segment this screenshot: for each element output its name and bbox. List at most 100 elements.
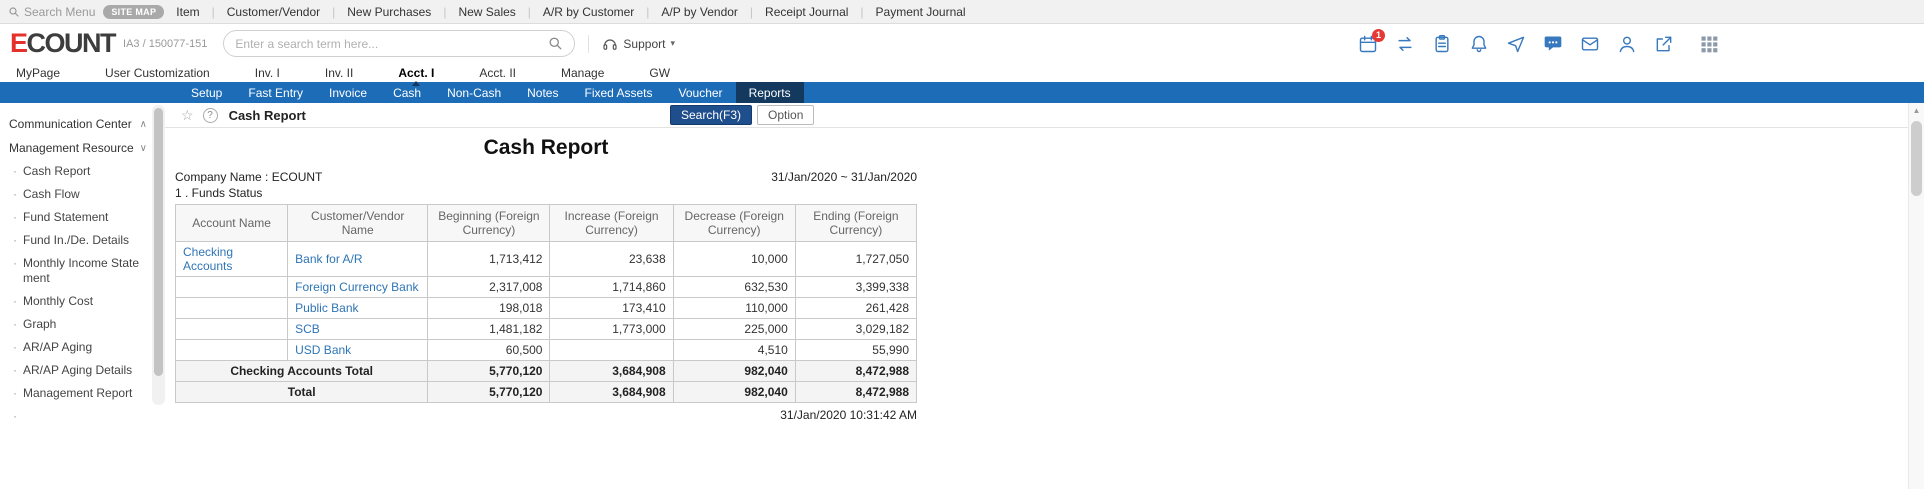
total-amount-cell: 3,684,908 [549, 381, 674, 403]
menu-separator: | [749, 4, 754, 19]
subnav-voucher[interactable]: Voucher [678, 85, 723, 100]
tab-inv-ii[interactable]: Inv. II [324, 65, 354, 80]
vendor-link[interactable]: Bank for A/R [295, 252, 363, 266]
calendar-icon[interactable]: 1 [1358, 28, 1385, 54]
amount-cell: 60,500 [427, 339, 551, 361]
sidebar-item-label: Management Report [23, 386, 133, 400]
tab-acct-ii[interactable]: Acct. II [479, 65, 517, 80]
tab-gw[interactable]: GW [649, 65, 671, 80]
bell-icon[interactable] [1469, 34, 1489, 54]
page-scrollbar-thumb[interactable] [1911, 121, 1922, 196]
total-label-cell: Total [174, 381, 429, 403]
page-body: Communication Center ∧ Management Resource… [0, 103, 1924, 489]
topbar-item-receipt-journal[interactable]: Receipt Journal [765, 4, 849, 19]
tab-inv-i[interactable]: Inv. I [254, 65, 280, 80]
sidebar-item-label: Fund In./De. Details [23, 233, 130, 247]
amount-cell: 632,530 [672, 276, 796, 298]
column-header: Account Name [174, 204, 289, 242]
funds-status-label: 1 . Funds Status [175, 186, 263, 200]
page-scrollbar[interactable]: ▲ [1908, 103, 1924, 489]
topbar-item-customer-vendor[interactable]: Customer/Vendor [226, 4, 321, 19]
global-search-box[interactable] [223, 30, 576, 57]
topbar-item-item[interactable]: Item [176, 4, 200, 19]
topbar-item-a-r-by-customer[interactable]: A/R by Customer [542, 4, 635, 19]
ecount-logo[interactable]: ECOUNT [10, 28, 117, 58]
support-menu[interactable]: Support ▾ [602, 36, 675, 52]
sidebar-section-communication-center[interactable]: Communication Center ∧ [0, 112, 165, 136]
sidebar-item-graph[interactable]: · Graph [0, 313, 165, 336]
sidebar: Communication Center ∧ Management Resource… [0, 103, 165, 489]
sidebar-item-partial[interactable]: · [0, 405, 165, 428]
sidebar-scrollbar-thumb[interactable] [154, 108, 163, 376]
report-timestamp: 31/Jan/2020 10:31:42 AM [780, 408, 917, 422]
vendor-link[interactable]: Foreign Currency Bank [295, 280, 419, 294]
search-menu-button[interactable]: Search Menu [8, 5, 95, 19]
subnav-invoice[interactable]: Invoice [329, 85, 368, 100]
sidebar-section-management-resource[interactable]: Management Resource ∨ [0, 136, 165, 160]
user-icon[interactable] [1617, 34, 1637, 54]
amount-cell: 3,399,338 [794, 276, 918, 298]
sidebar-item-ar-ap-aging-details[interactable]: · AR/AP Aging Details [0, 359, 165, 382]
subnav-setup[interactable]: Setup [191, 85, 223, 100]
favorite-star-icon[interactable]: ☆ [181, 106, 194, 123]
search-f3-button[interactable]: Search(F3) [670, 105, 753, 125]
option-button[interactable]: Option [757, 105, 815, 125]
logo-letter-e: E [10, 28, 28, 58]
sidebar-item-monthly-cost[interactable]: · Monthly Cost [0, 290, 165, 313]
amount-cell: 261,428 [794, 297, 918, 319]
sidebar-item-management-report[interactable]: · Management Report [0, 382, 165, 405]
chevron-down-icon: ▾ [670, 38, 675, 48]
sidebar-item-monthly-income-statement[interactable]: · Monthly Income Statement [0, 252, 165, 290]
amount-cell: 225,000 [672, 318, 796, 340]
chat-bubble-icon[interactable] [1543, 34, 1563, 54]
apps-grid-icon[interactable] [1699, 34, 1719, 54]
tab-user-customization[interactable]: User Customization [105, 65, 210, 80]
total-amount-cell: 8,472,988 [794, 360, 918, 382]
amount-cell: 1,773,000 [549, 318, 674, 340]
sidebar-item-ar-ap-aging[interactable]: · AR/AP Aging [0, 336, 165, 359]
subnav-fast-entry[interactable]: Fast Entry [248, 85, 304, 100]
subnav-cash[interactable]: Cash [393, 85, 422, 100]
report-title: Cash Report [483, 136, 609, 159]
menu-separator: | [527, 4, 531, 19]
vendor-link[interactable]: USD Bank [295, 343, 352, 357]
search-input[interactable] [235, 36, 549, 51]
table-row: Public Bank 198,018 173,410 110,000 261,428 [174, 297, 918, 319]
subnav-notes[interactable]: Notes [527, 85, 559, 100]
mail-icon[interactable] [1580, 34, 1600, 54]
paper-plane-icon[interactable] [1506, 34, 1526, 54]
tab-mypage[interactable]: MyPage [16, 65, 61, 80]
column-header: Beginning (Foreign Currency) [427, 204, 551, 242]
subnav-reports[interactable]: Reports [735, 82, 804, 103]
report-table-body: Checking Accounts Bank for A/R 1,713,412 23… [174, 241, 918, 403]
topbar-item-payment-journal[interactable]: Payment Journal [875, 4, 966, 19]
sidebar-item-label: Monthly Cost [23, 294, 94, 308]
tab-acct-i[interactable]: Acct. I [398, 65, 435, 80]
sync-arrows-icon[interactable] [1395, 34, 1415, 54]
sidebar-item-fund-in-de-details[interactable]: · Fund In./De. Details [0, 229, 165, 252]
scroll-up-arrow[interactable]: ▲ [1912, 106, 1921, 115]
clipboard-icon[interactable] [1432, 34, 1452, 54]
sidebar-item-label: Cash Report [23, 164, 91, 178]
share-icon[interactable] [1654, 34, 1674, 54]
table-total-row: Checking Accounts Total 5,770,120 3,684,90… [174, 360, 918, 382]
subnav-fixed-assets[interactable]: Fixed Assets [584, 85, 653, 100]
sidebar-item-fund-statement[interactable]: · Fund Statement [0, 206, 165, 229]
sidebar-item-cash-report[interactable]: · Cash Report [0, 160, 165, 183]
subnav-non-cash[interactable]: Non-Cash [447, 85, 502, 100]
site-map-button[interactable]: SITE MAP [103, 4, 165, 19]
topbar-item-a-p-by-vendor[interactable]: A/P by Vendor [661, 4, 738, 19]
topbar-item-new-sales[interactable]: New Sales [458, 4, 516, 19]
sidebar-item-cash-flow[interactable]: · Cash Flow [0, 183, 165, 206]
account-link[interactable]: Checking Accounts [183, 245, 234, 273]
tab-manage[interactable]: Manage [561, 65, 605, 80]
vendor-link[interactable]: Public Bank [295, 301, 359, 315]
topbar-item-new-purchases[interactable]: New Purchases [347, 4, 432, 19]
sidebar-scrollbar[interactable] [152, 105, 165, 405]
chevron-up-icon: ∧ [139, 118, 147, 130]
menu-separator: | [443, 4, 447, 19]
vendor-link[interactable]: SCB [295, 322, 320, 336]
help-icon[interactable]: ? [202, 107, 218, 123]
vendor-name-cell: USD Bank [287, 339, 429, 361]
search-icon[interactable] [548, 36, 563, 51]
